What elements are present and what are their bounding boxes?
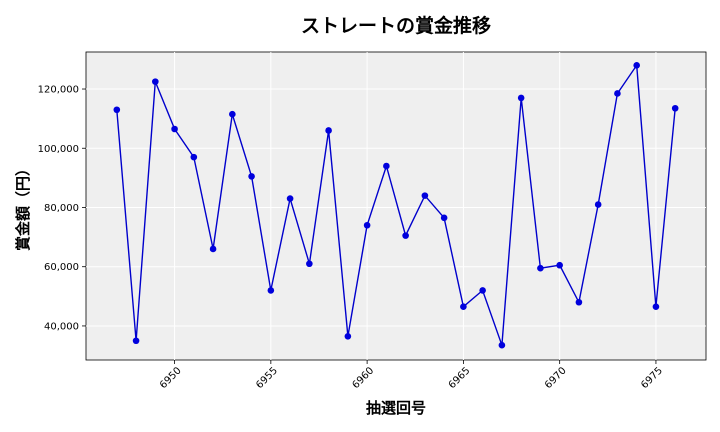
data-point — [344, 333, 352, 340]
data-point — [614, 90, 621, 97]
data-point — [306, 260, 313, 268]
x-tick-label: 6955 — [254, 365, 280, 391]
data-point — [113, 106, 121, 114]
x-tick-label: 6960 — [350, 365, 376, 391]
x-axis-ticks: 6950 6955 6960 6965 6970 6975 — [158, 360, 665, 391]
y-tick-label: 40,000 — [44, 321, 79, 332]
data-point — [132, 337, 140, 345]
data-point — [421, 192, 429, 199]
data-point — [594, 201, 602, 208]
data-point — [460, 303, 467, 310]
x-tick-label: 6975 — [639, 365, 665, 391]
plot-area — [85, 51, 707, 361]
x-axis-label: 抽選回号 — [366, 399, 426, 417]
x-tick-label: 6965 — [447, 365, 473, 391]
chart-title: ストレートの賞金推移 — [301, 14, 491, 37]
y-tick-label: 120,000 — [38, 85, 79, 96]
data-point — [402, 232, 409, 239]
data-point — [479, 287, 486, 294]
data-point — [633, 62, 640, 69]
data-point — [267, 287, 275, 294]
data-point — [229, 110, 236, 118]
x-tick-label: 6950 — [158, 365, 184, 391]
data-point — [248, 173, 255, 180]
series-line — [116, 63, 676, 346]
data-point — [363, 221, 371, 229]
y-tick-label: 100,000 — [38, 144, 79, 155]
data-points — [113, 62, 679, 349]
y-tick-label: 60,000 — [44, 262, 79, 273]
x-tick-label: 6970 — [543, 365, 569, 391]
grid-lines — [86, 52, 706, 360]
data-point — [537, 264, 544, 272]
data-point — [671, 104, 679, 112]
data-point — [498, 341, 506, 349]
data-point — [575, 298, 583, 306]
data-point — [383, 162, 390, 170]
data-point — [190, 153, 198, 161]
y-tick-label: 80,000 — [44, 203, 79, 214]
data-point — [517, 94, 525, 102]
data-point — [286, 195, 294, 202]
data-point — [152, 78, 159, 85]
y-axis-label: 賞金額（円） — [14, 161, 32, 251]
y-axis-ticks: 40,000 60,000 80,000 100,000 120,000 — [38, 85, 86, 332]
data-point — [556, 261, 563, 269]
data-point — [209, 245, 217, 253]
data-point — [171, 125, 178, 133]
data-point — [325, 127, 332, 134]
data-point — [440, 214, 448, 222]
data-point — [652, 303, 660, 310]
